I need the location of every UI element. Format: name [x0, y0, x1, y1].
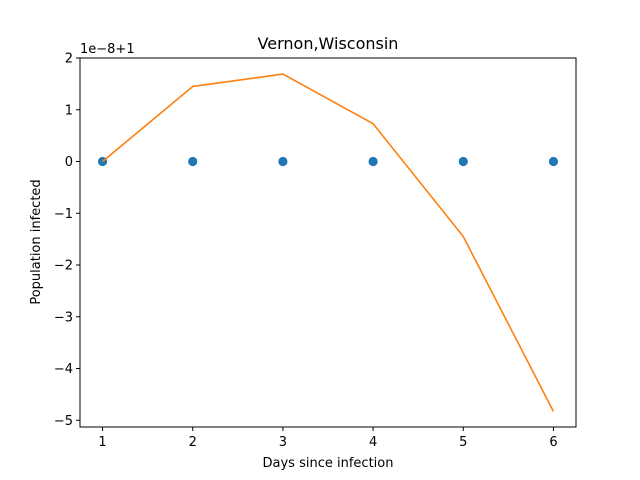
y-tick-label: 0: [65, 155, 73, 170]
x-tick-label: 3: [279, 435, 287, 450]
x-tick-label: 5: [459, 435, 467, 450]
x-tick-label: 1: [98, 435, 106, 450]
y-tick-label: −3: [54, 310, 73, 325]
x-tick-label: 6: [549, 435, 557, 450]
axes-frame: [79, 57, 577, 428]
x-axis-label: Days since infection: [263, 456, 394, 471]
y-axis-label: Population infected: [29, 179, 44, 304]
scatter-point: [458, 156, 468, 167]
y-tick-label: −4: [54, 362, 73, 377]
scatter-point: [368, 156, 378, 167]
scatter-point: [188, 156, 198, 167]
y-offset-label: 1e−8+1: [80, 42, 135, 57]
x-tick-label: 2: [189, 435, 197, 450]
plot-area: 1 2 3 4 5 6 2 1 0 −1 −2 −3 −4 −5: [54, 52, 559, 450]
chart-title: Vernon,Wisconsin: [258, 34, 399, 53]
scatter-point: [548, 156, 559, 167]
x-tick-label: 4: [369, 435, 377, 450]
series-line-1: [102, 73, 555, 412]
y-tick-label: 2: [65, 52, 73, 67]
y-tick-label: −2: [54, 259, 73, 274]
scatter-point: [278, 156, 288, 167]
y-tick-label: −5: [54, 414, 73, 429]
y-tick-label: 1: [65, 103, 73, 118]
y-tick-label: −1: [54, 207, 73, 222]
